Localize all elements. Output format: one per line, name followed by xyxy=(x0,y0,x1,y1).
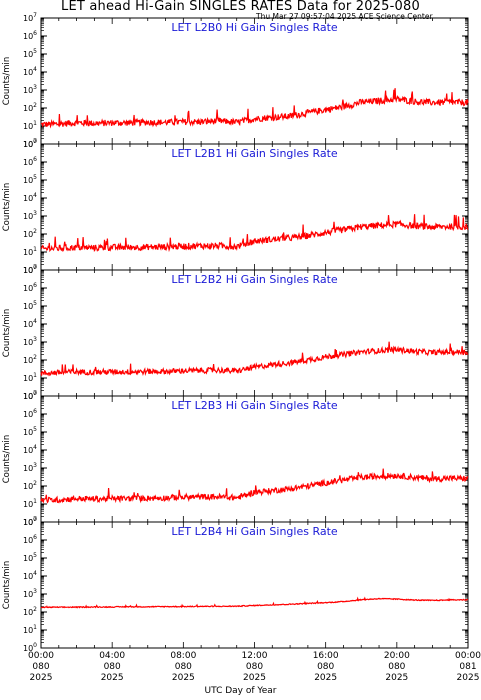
panel-title: LET L2B1 Hi Gain Singles Rate xyxy=(171,147,338,160)
x-tick-year: 2025 xyxy=(243,673,266,683)
panel-frame xyxy=(40,269,469,397)
y-tick-label: 107 xyxy=(23,138,37,149)
y-tick-label: 105 xyxy=(23,426,37,437)
y-tick-label: 100 xyxy=(23,264,37,275)
panel-frame xyxy=(40,521,469,649)
x-axis-label: UTC Day of Year xyxy=(204,686,277,696)
panel-title: LET L2B4 Hi Gain Singles Rate xyxy=(171,525,338,538)
series-line xyxy=(40,214,469,253)
y-tick-label: 106 xyxy=(23,156,37,167)
y-tick-label: 102 xyxy=(23,354,37,365)
y-tick-label: 104 xyxy=(23,192,37,203)
x-tick-year: 2025 xyxy=(457,673,480,683)
y-tick-label: 103 xyxy=(23,462,37,473)
y-tick-label: 101 xyxy=(23,624,37,635)
y-tick-label: 106 xyxy=(23,282,37,293)
y-tick-label: 103 xyxy=(23,588,37,599)
y-tick-label: 100 xyxy=(23,138,37,149)
y-tick-label: 105 xyxy=(23,552,37,563)
series-line xyxy=(40,341,469,377)
y-tick-label: 107 xyxy=(23,264,37,275)
y-tick-label: 105 xyxy=(23,174,37,185)
y-tick-label: 101 xyxy=(23,246,37,257)
x-tick-year: 2025 xyxy=(385,673,408,683)
y-tick-label: 100 xyxy=(23,390,37,401)
x-tick-year: 2025 xyxy=(172,673,195,683)
y-tick-label: 106 xyxy=(23,534,37,545)
x-tick-day: 080 xyxy=(32,662,49,672)
panel-frame xyxy=(40,143,469,271)
y-tick-label: 106 xyxy=(23,30,37,41)
x-tick-time: 00:00 xyxy=(28,651,54,661)
y-axis-label: Counts/min xyxy=(2,183,12,232)
x-tick-day: 080 xyxy=(317,662,334,672)
chart-title: LET ahead Hi-Gain SINGLES RATES Data for… xyxy=(61,0,420,14)
x-tick-day: 080 xyxy=(104,662,121,672)
x-tick-time: 12:00 xyxy=(242,651,268,661)
x-tick-day: 080 xyxy=(388,662,405,672)
x-tick-time: 04:00 xyxy=(99,651,125,661)
panel-title: LET L2B3 Hi Gain Singles Rate xyxy=(171,399,338,412)
y-tick-label: 101 xyxy=(23,498,37,509)
y-tick-label: 107 xyxy=(23,390,37,401)
y-tick-label: 105 xyxy=(23,48,37,59)
x-tick-time: 20:00 xyxy=(384,651,410,661)
y-tick-label: 104 xyxy=(23,444,37,455)
y-tick-label: 101 xyxy=(23,120,37,131)
y-tick-label: 103 xyxy=(23,210,37,221)
y-axis-label: Counts/min xyxy=(2,435,12,484)
series-line xyxy=(40,596,469,609)
x-tick-year: 2025 xyxy=(101,673,124,683)
y-tick-label: 103 xyxy=(23,84,37,95)
series-line xyxy=(40,88,469,129)
y-tick-label: 100 xyxy=(23,516,37,527)
x-tick-day: 081 xyxy=(459,662,476,672)
y-tick-label: 107 xyxy=(23,516,37,527)
panel-frame xyxy=(40,17,469,145)
y-tick-label: 100 xyxy=(23,642,37,653)
y-tick-label: 104 xyxy=(23,318,37,329)
panel-frame xyxy=(40,395,469,523)
y-tick-label: 101 xyxy=(23,372,37,383)
y-axis-label: Counts/min xyxy=(2,561,12,610)
y-tick-label: 107 xyxy=(23,12,37,23)
y-tick-label: 102 xyxy=(23,228,37,239)
x-tick-time: 08:00 xyxy=(170,651,196,661)
x-tick-time: 00:00 xyxy=(455,651,481,661)
x-tick-year: 2025 xyxy=(30,673,53,683)
x-tick-time: 16:00 xyxy=(313,651,339,661)
timestamp: Thu Mar 27 09:57:04 2025 ACE Science Cen… xyxy=(256,12,433,21)
x-tick-day: 080 xyxy=(246,662,263,672)
panel-title: LET L2B0 Hi Gain Singles Rate xyxy=(171,21,338,34)
y-tick-label: 104 xyxy=(23,570,37,581)
panel-title: LET L2B2 Hi Gain Singles Rate xyxy=(171,273,338,286)
x-tick-day: 080 xyxy=(175,662,192,672)
y-axis-label: Counts/min xyxy=(2,57,12,106)
x-tick-year: 2025 xyxy=(314,673,337,683)
y-tick-label: 104 xyxy=(23,66,37,77)
series-line xyxy=(40,468,469,504)
y-tick-label: 102 xyxy=(23,102,37,113)
y-axis-label: Counts/min xyxy=(2,309,12,358)
y-tick-label: 102 xyxy=(23,480,37,491)
y-tick-label: 106 xyxy=(23,408,37,419)
y-tick-label: 103 xyxy=(23,336,37,347)
y-tick-label: 102 xyxy=(23,606,37,617)
y-tick-label: 105 xyxy=(23,300,37,311)
